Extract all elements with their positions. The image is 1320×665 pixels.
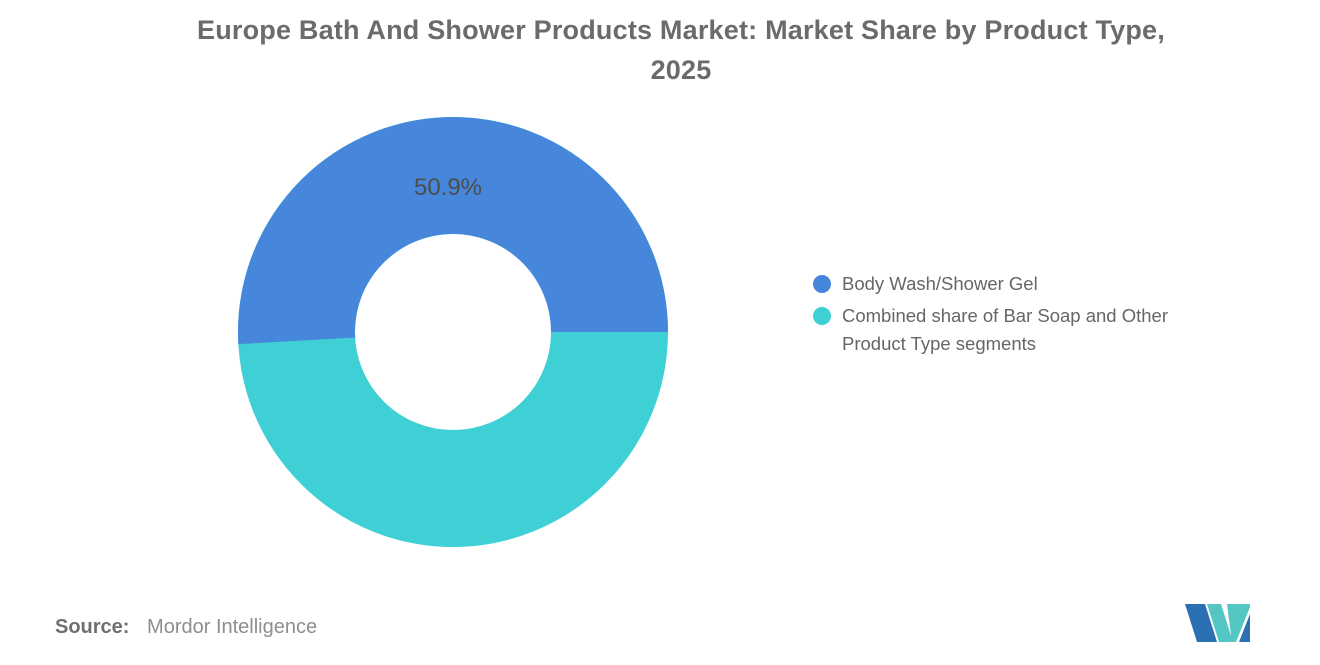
logo-middle-teal-stroke xyxy=(1207,604,1233,642)
legend-marker-icon xyxy=(813,307,831,325)
logo-right-blue-triangle xyxy=(1239,614,1250,642)
donut-chart-svg xyxy=(237,116,669,548)
chart-title-line-1: Europe Bath And Shower Products Market: … xyxy=(197,15,1165,45)
donut-slice-body-wash-shower-gel[interactable] xyxy=(237,117,668,345)
donut-chart xyxy=(237,116,669,548)
legend-marker-icon xyxy=(813,275,831,293)
source-label: Source: xyxy=(55,616,130,638)
slice-data-label: 50.9% xyxy=(413,174,483,201)
legend-label-line-2: Product Type segments xyxy=(842,333,1037,354)
chart-legend: Body Wash/Shower Gel Combined share of B… xyxy=(813,270,1168,362)
chart-title: Europe Bath And Shower Products Market: … xyxy=(62,10,1300,90)
source-name: Mordor Intelligence xyxy=(147,616,318,638)
source-line: Source: Mordor Intelligence xyxy=(55,612,317,642)
legend-item-combined-bar-soap-other[interactable]: Combined share of Bar Soap and Other Pro… xyxy=(813,302,1168,358)
legend-label: Body Wash/Shower Gel xyxy=(842,273,1038,294)
chart-title-line-2: 2025 xyxy=(650,55,712,85)
logo-left-blue-stroke xyxy=(1185,604,1217,642)
legend-label: Combined share of Bar Soap and Other xyxy=(842,305,1168,326)
mordor-intelligence-logo-icon xyxy=(1185,604,1250,642)
logo-right-teal-stroke xyxy=(1227,604,1250,642)
legend-item-body-wash-shower-gel[interactable]: Body Wash/Shower Gel xyxy=(813,270,1168,298)
